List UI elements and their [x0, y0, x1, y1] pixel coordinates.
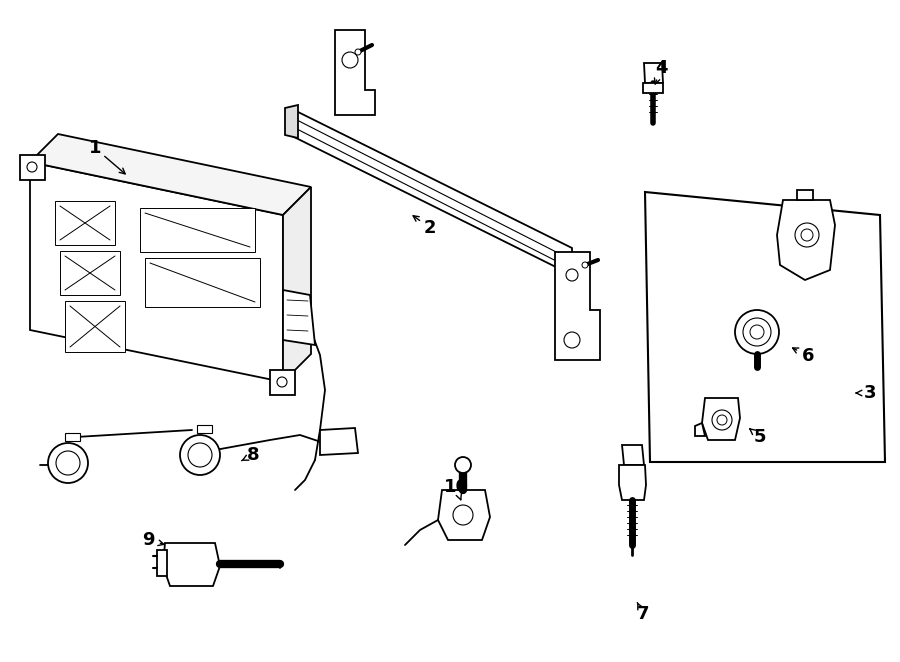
- Polygon shape: [270, 370, 295, 395]
- Polygon shape: [65, 301, 125, 352]
- Circle shape: [801, 229, 813, 241]
- Text: 4: 4: [655, 59, 667, 77]
- Text: 10: 10: [444, 478, 469, 496]
- Circle shape: [582, 262, 588, 268]
- Polygon shape: [797, 190, 813, 200]
- Text: 1: 1: [89, 139, 102, 157]
- Polygon shape: [645, 192, 885, 462]
- Polygon shape: [702, 398, 740, 440]
- Circle shape: [795, 223, 819, 247]
- Polygon shape: [145, 258, 260, 307]
- Circle shape: [743, 318, 771, 346]
- Text: 2: 2: [424, 219, 436, 237]
- Polygon shape: [619, 465, 646, 500]
- Polygon shape: [320, 428, 358, 455]
- Polygon shape: [30, 162, 283, 382]
- Polygon shape: [643, 83, 663, 93]
- Polygon shape: [695, 423, 705, 436]
- Polygon shape: [30, 134, 311, 215]
- Polygon shape: [197, 425, 212, 433]
- Text: 3: 3: [864, 384, 877, 402]
- Polygon shape: [622, 445, 644, 465]
- Polygon shape: [283, 187, 311, 382]
- Circle shape: [712, 410, 732, 430]
- Circle shape: [717, 415, 727, 425]
- Circle shape: [564, 332, 580, 348]
- Text: 8: 8: [247, 446, 259, 464]
- Circle shape: [342, 52, 358, 68]
- Polygon shape: [290, 108, 572, 275]
- Polygon shape: [20, 155, 45, 180]
- Circle shape: [56, 451, 80, 475]
- Polygon shape: [65, 433, 80, 441]
- Polygon shape: [555, 252, 600, 360]
- Circle shape: [188, 443, 212, 467]
- Polygon shape: [157, 550, 167, 576]
- Text: 6: 6: [802, 347, 814, 365]
- Polygon shape: [335, 30, 375, 115]
- Polygon shape: [283, 290, 315, 345]
- Polygon shape: [55, 201, 115, 245]
- Circle shape: [750, 325, 764, 339]
- Circle shape: [453, 505, 473, 525]
- Circle shape: [566, 269, 578, 281]
- Polygon shape: [777, 200, 835, 280]
- Polygon shape: [285, 105, 298, 138]
- Polygon shape: [644, 63, 663, 83]
- Text: 9: 9: [142, 531, 154, 549]
- Polygon shape: [163, 543, 220, 586]
- Circle shape: [277, 377, 287, 387]
- Text: 5: 5: [754, 428, 766, 446]
- Polygon shape: [60, 251, 120, 295]
- Circle shape: [27, 162, 37, 172]
- Text: 7: 7: [637, 605, 649, 623]
- Circle shape: [735, 310, 779, 354]
- Circle shape: [455, 457, 471, 473]
- Circle shape: [355, 49, 361, 55]
- Circle shape: [180, 435, 220, 475]
- Polygon shape: [438, 490, 490, 540]
- Circle shape: [48, 443, 88, 483]
- Polygon shape: [140, 208, 255, 252]
